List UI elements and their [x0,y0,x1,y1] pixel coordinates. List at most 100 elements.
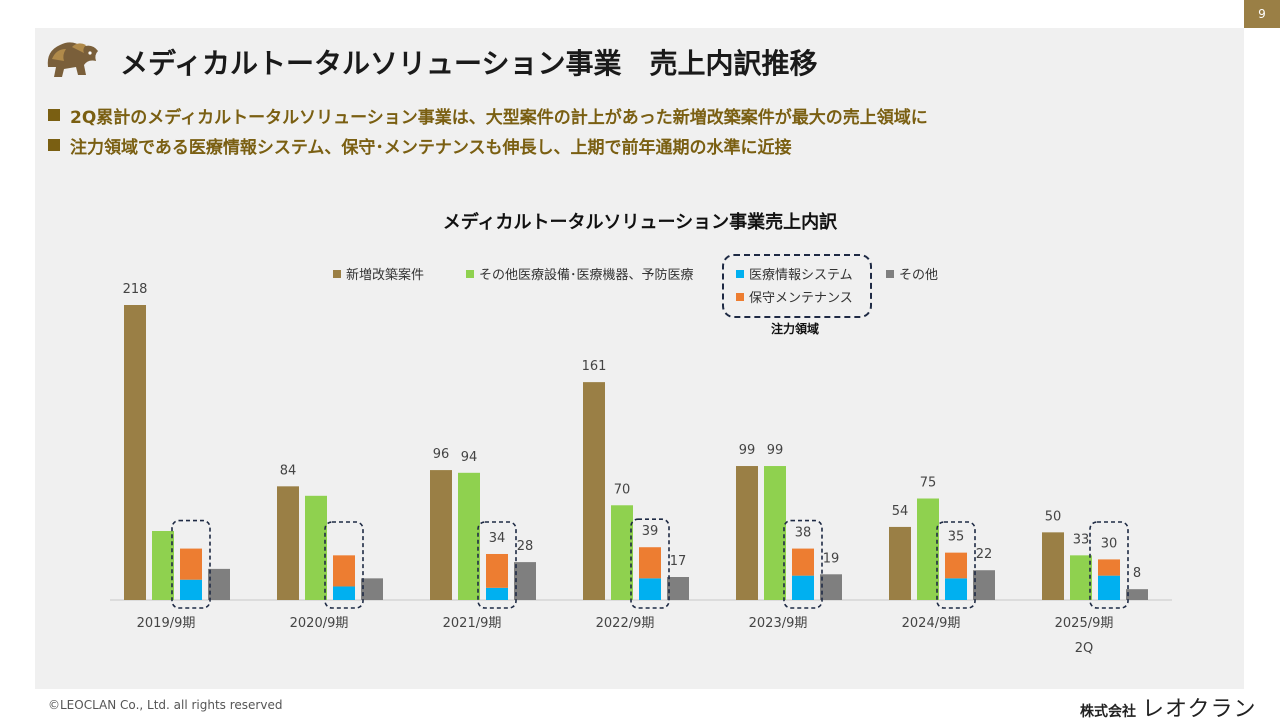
bullet-text: 2Q累計のメディカルトータルソリューション事業は、大型案件の計上があった新増改築… [70,107,928,128]
data-label: 19 [823,551,840,566]
data-label: 50 [1045,509,1062,524]
company-logo: 株式会社 レオクラン [1080,691,1257,723]
x-tick-label: 2021/9期 [443,616,502,631]
stack-total-label: 35 [948,530,965,545]
bar [764,466,786,600]
legend-maintenance: 保守メンテナンス [736,287,853,306]
legend-swatch [333,269,341,278]
x-tick-label: 2020/9期 [290,616,349,631]
focus-highlight-box [171,519,211,609]
data-label: 75 [920,476,937,491]
data-label: 99 [739,443,756,458]
bar-stack-maintenance [945,552,967,579]
bar-stack-info-system [180,579,202,600]
x-tick-label: 2019/9期 [137,616,196,631]
legend-label: 新増改築案件 [346,268,425,283]
stack-total-label: 38 [795,526,812,541]
focus-area-label: 注力領域 [770,322,819,336]
bullet-item: 2Q累計のメディカルトータルソリューション事業は、大型案件の計上があった新増改築… [48,100,928,130]
x-tick-label: 2024/9期 [902,616,961,631]
data-label: 70 [614,482,631,497]
bar [514,562,536,600]
bar-stack-info-system [486,587,508,600]
bar [152,530,174,600]
bar [917,498,939,600]
data-label: 22 [976,547,993,562]
x-tick-sublabel: 2Q [1075,641,1094,656]
stack-total-label: 30 [1101,536,1118,551]
bar-stack-info-system [639,578,661,600]
copyright: ©LEOCLAN Co., Ltd. all rights reserved [48,698,283,712]
bullet-square-icon [48,109,60,121]
page-title: メディカルトータルソリューション事業 売上内訳推移 [120,47,818,80]
bar-stack-maintenance [180,548,202,580]
bar [1070,555,1092,600]
bar [458,472,480,600]
company-brand: レオクラン [1142,697,1257,722]
focus-highlight-box [783,519,823,609]
bar-stack-maintenance [333,555,355,587]
bar-stack-maintenance [792,548,814,576]
bar-stack-info-system [333,586,355,600]
data-label: 218 [123,282,148,297]
focus-area-box [722,254,872,318]
bar [611,505,633,600]
bullet-text: 注力領域である医療情報システム、保守･メンテナンスも伸長し、上期で前年通期の水準… [70,137,792,158]
chart-title: メディカルトータルソリューション事業売上内訳 [442,212,838,233]
x-tick-label: 2025/9期 [1055,616,1114,631]
legend-label: その他 [899,268,939,283]
focus-highlight-box [324,521,364,609]
bar-stack-info-system [792,575,814,600]
bar [277,486,299,600]
data-label: 161 [582,359,607,374]
bar [361,578,383,600]
lion-logo-icon [47,42,98,77]
stack-total-label: 39 [642,524,659,539]
focus-highlight-box [630,518,670,609]
data-label: 8 [1133,566,1141,581]
bar [973,570,995,600]
data-label: 99 [767,443,784,458]
legend-swatch [886,269,894,278]
x-tick-label: 2023/9期 [749,616,808,631]
data-label: 28 [517,539,534,554]
bullet-list: 2Q累計のメディカルトータルソリューション事業は、大型案件の計上があった新増改築… [48,100,928,160]
legend-swatch [736,269,744,278]
focus-highlight-box [936,521,976,609]
legend-shinzou: 新増改築案件 [333,264,424,283]
company-prefix: 株式会社 [1080,704,1136,720]
bullet-square-icon [48,139,60,151]
bar [1042,532,1064,600]
data-label: 94 [461,450,478,465]
bar-stack-maintenance [1098,559,1120,576]
legend-swatch [736,292,744,301]
bar-stack-maintenance [639,547,661,579]
data-label: 96 [433,447,450,462]
bar [305,495,327,600]
data-label: 17 [670,554,687,569]
x-tick-label: 2022/9期 [596,616,655,631]
bar [820,574,842,600]
bullet-item: 注力領域である医療情報システム、保守･メンテナンスも伸長し、上期で前年通期の水準… [48,130,928,160]
bar [889,526,911,600]
bar [430,470,452,600]
bar [208,568,230,600]
bar [583,382,605,600]
data-label: 84 [280,463,297,478]
legend-swatch [466,269,474,278]
page-number: 9 [1244,0,1280,28]
data-label: 54 [892,504,909,519]
bar-stack-info-system [1098,575,1120,600]
bar [124,305,146,600]
bar [1126,589,1148,600]
legend-label: 保守メンテナンス [749,291,853,306]
legend-label: 医療情報システム [749,268,853,283]
bar-stack-maintenance [486,553,508,588]
legend-label: その他医療設備･医療機器、予防医療 [479,268,694,283]
bar [667,576,689,600]
focus-highlight-box [477,521,517,609]
bar-stack-info-system [945,578,967,600]
legend-info-system: 医療情報システム [736,264,853,283]
legend-other-medical: その他医療設備･医療機器、予防医療 [466,264,694,283]
